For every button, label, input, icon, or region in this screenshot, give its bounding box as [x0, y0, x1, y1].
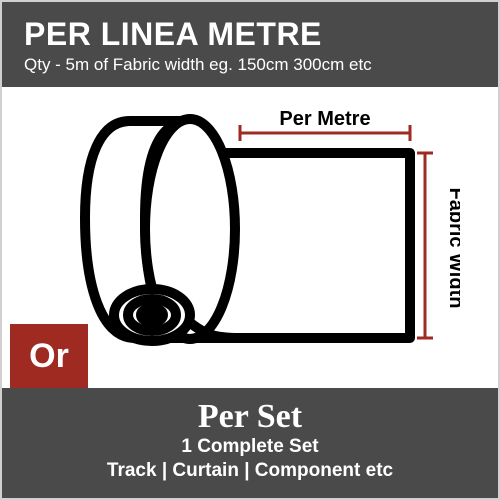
label-per-metre: Per Metre — [279, 108, 370, 130]
fabric-roll-icon: Per Metre Fabric Width — [40, 103, 460, 373]
or-label: Or — [29, 337, 69, 376]
footer-line2: Track | Curtain | Component etc — [14, 460, 486, 482]
fabric-roll-illustration: Per Metre Fabric Width — [2, 87, 498, 388]
pricing-unit-card: PER LINEA METRE Qty - 5m of Fabric width… — [0, 0, 500, 500]
label-fabric-width: Fabric Width — [445, 187, 460, 308]
header-panel: PER LINEA METRE Qty - 5m of Fabric width… — [2, 2, 498, 87]
header-title: PER LINEA METRE — [24, 16, 476, 53]
header-subtitle: Qty - 5m of Fabric width eg. 150cm 300cm… — [24, 55, 476, 75]
footer-title: Per Set — [14, 398, 486, 436]
footer-line1: 1 Complete Set — [14, 436, 486, 458]
or-badge: Or — [10, 324, 88, 388]
footer-panel: Per Set 1 Complete Set Track | Curtain |… — [2, 388, 498, 498]
